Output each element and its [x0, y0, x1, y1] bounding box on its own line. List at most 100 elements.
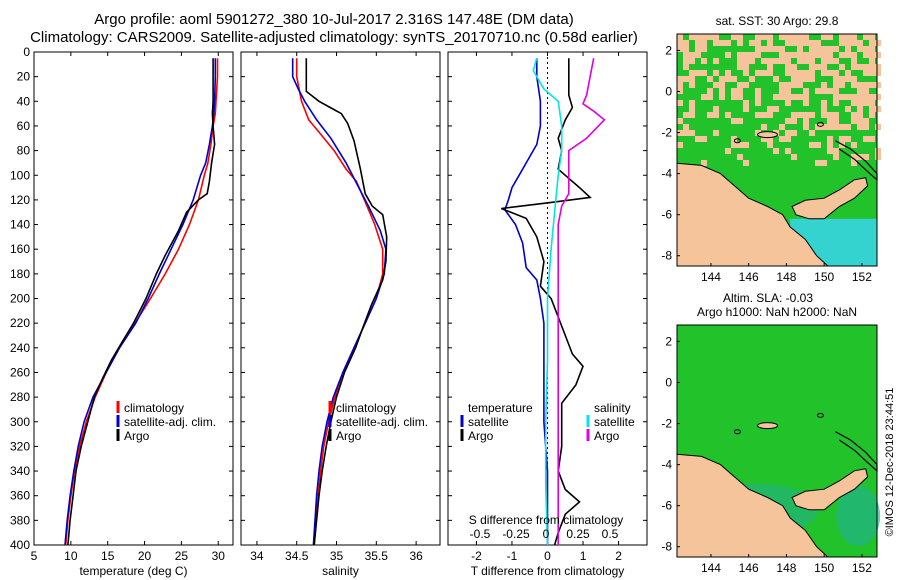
series-line — [295, 58, 384, 546]
cloud-pixel — [845, 40, 851, 46]
cloud-pixel — [683, 130, 689, 136]
cloud-pixel — [683, 64, 689, 70]
y-tick-label: 340 — [10, 464, 30, 478]
cloud-pixel — [785, 100, 791, 106]
cloud-pixel — [695, 34, 701, 40]
cloud-pixel — [857, 100, 863, 106]
legend-label-satellite: satellite-adj. clim. — [336, 415, 428, 429]
cloud-pixel — [833, 100, 839, 106]
x-tick-label: 0 — [544, 549, 551, 563]
y-tick-label: 0 — [23, 45, 30, 59]
cloud-pixel — [737, 52, 743, 58]
cloud-pixel — [743, 52, 749, 58]
cloud-pixel — [701, 94, 707, 100]
cloud-pixel — [803, 94, 809, 100]
cloud-pixel — [701, 40, 707, 46]
cloud-pixel — [845, 94, 851, 100]
cloud-pixel — [815, 52, 821, 58]
cloud-pixel — [779, 136, 785, 142]
cloud-pixel — [719, 88, 725, 94]
cloud-pixel — [755, 46, 761, 52]
cloud-pixel — [857, 88, 863, 94]
x-tick-label: -2 — [471, 549, 482, 563]
temperature-legend: climatology satellite-adj. clim. Argo — [116, 401, 216, 443]
cloud-pixel — [791, 34, 797, 40]
cloud-pixel — [827, 70, 833, 76]
cloud-pixel — [869, 136, 875, 142]
cloud-pixel — [851, 100, 857, 106]
cloud-pixel — [731, 34, 737, 40]
top-tick: 0.25 — [566, 527, 590, 541]
cloud-pixel — [713, 58, 719, 64]
cloud-pixel — [797, 76, 803, 82]
cloud-pixel — [785, 58, 791, 64]
x-tick-label: 2 — [615, 549, 622, 563]
cloud-pixel — [875, 154, 881, 160]
cloud-pixel — [725, 148, 731, 154]
cloud-pixel — [791, 130, 797, 136]
cloud-pixel — [743, 106, 749, 112]
cloud-pixel — [791, 40, 797, 46]
y-tick-label: 220 — [10, 316, 30, 330]
cloud-pixel — [713, 112, 719, 118]
cloud-pixel — [869, 58, 875, 64]
cloud-pixel — [875, 70, 881, 76]
cloud-pixel — [809, 70, 815, 76]
cloud-pixel — [725, 52, 731, 58]
cloud-pixel — [725, 112, 731, 118]
cloud-pixel — [827, 46, 833, 52]
legend-label-argo: Argo — [336, 429, 362, 443]
cloud-pixel — [857, 112, 863, 118]
cloud-pixel — [857, 124, 863, 130]
cloud-pixel — [857, 94, 863, 100]
cloud-pixel — [743, 70, 749, 76]
cloud-pixel — [785, 94, 791, 100]
x-tick-label: 148 — [776, 270, 796, 284]
series-line — [67, 58, 216, 546]
cloud-pixel — [875, 82, 881, 88]
cloud-pixel — [815, 160, 821, 166]
cloud-pixel — [863, 124, 869, 130]
cloud-pixel — [809, 52, 815, 58]
cloud-pixel — [851, 112, 857, 118]
series-line — [64, 58, 217, 546]
series-line — [291, 58, 387, 546]
cloud-pixel — [713, 82, 719, 88]
cloud-pixel — [809, 76, 815, 82]
cloud-pixel — [863, 70, 869, 76]
x-tick-label: -1 — [507, 549, 518, 563]
cloud-pixel — [833, 124, 839, 130]
cloud-pixel — [677, 100, 683, 106]
cloud-pixel — [851, 118, 857, 124]
cloud-pixel — [869, 106, 875, 112]
legend-label-sal-argo: Argo — [594, 429, 620, 443]
cloud-pixel — [875, 106, 881, 112]
y-tick-label: -6 — [661, 208, 672, 222]
series-line — [504, 58, 549, 545]
x-tick-label: 10 — [64, 549, 78, 563]
legend-label-temp-satellite: satellite — [468, 415, 509, 429]
cloud-pixel — [779, 46, 785, 52]
cloud-pixel — [767, 136, 773, 142]
cloud-pixel — [821, 88, 827, 94]
cloud-pixel — [869, 40, 875, 46]
y-tick-label: 360 — [10, 489, 30, 503]
sla-map: 144 146 148 150 152 2 0 -2 -4 -6 -8 — [661, 324, 881, 575]
cloud-pixel — [677, 34, 683, 40]
cloud-pixel — [677, 76, 683, 82]
cloud-pixel — [767, 142, 773, 148]
cloud-pixel — [767, 58, 773, 64]
map-frame — [676, 324, 878, 558]
cloud-pixel — [791, 154, 797, 160]
cloud-pixel — [791, 112, 797, 118]
y-tick-label: 0 — [665, 375, 672, 389]
cloud-pixel — [803, 88, 809, 94]
cloud-pixel — [779, 88, 785, 94]
cloud-pixel — [821, 106, 827, 112]
x-tick-label: 146 — [739, 561, 759, 575]
cloud-pixel — [779, 34, 785, 40]
cloud-pixel — [833, 76, 839, 82]
cloud-pixel — [797, 52, 803, 58]
x-tick-label: 35.5 — [365, 549, 389, 563]
legend-label-sal-satellite: satellite — [594, 415, 635, 429]
